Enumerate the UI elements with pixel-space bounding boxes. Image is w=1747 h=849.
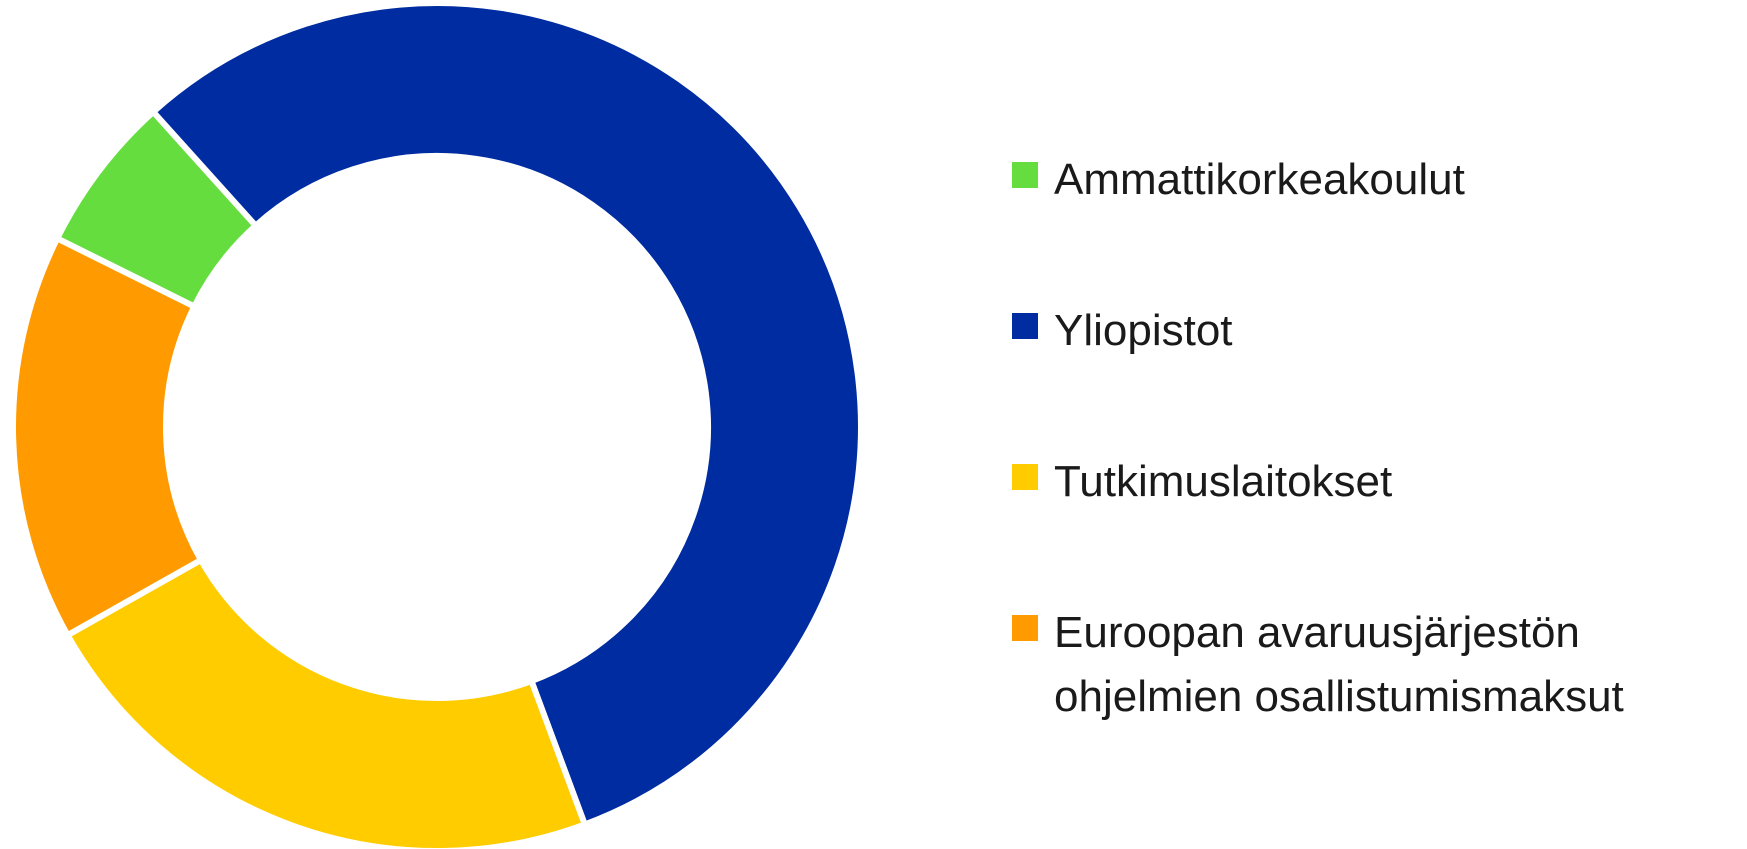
legend-item: Ammattikorkeakoulut bbox=[1012, 148, 1714, 212]
legend-item: Yliopistot bbox=[1012, 299, 1714, 363]
legend-swatch bbox=[1012, 615, 1038, 641]
donut-segment bbox=[63, 555, 589, 849]
legend-label: Yliopistot bbox=[1054, 306, 1233, 355]
legend-swatch bbox=[1012, 313, 1038, 339]
legend-item: Euroopan avaruusjärjestön ohjelmien osal… bbox=[1012, 601, 1714, 729]
legend-label: Euroopan avaruusjärjestön ohjelmien osal… bbox=[1054, 608, 1624, 721]
legend-label: Tutkimuslaitokset bbox=[1054, 457, 1393, 506]
donut-segment bbox=[10, 234, 205, 640]
legend-swatch bbox=[1012, 464, 1038, 490]
legend-label: Ammattikorkeakoulut bbox=[1054, 155, 1465, 204]
donut-segment bbox=[149, 0, 864, 829]
legend-item: Tutkimuslaitokset bbox=[1012, 450, 1714, 514]
legend-swatch bbox=[1012, 162, 1038, 188]
donut bbox=[10, 0, 864, 849]
